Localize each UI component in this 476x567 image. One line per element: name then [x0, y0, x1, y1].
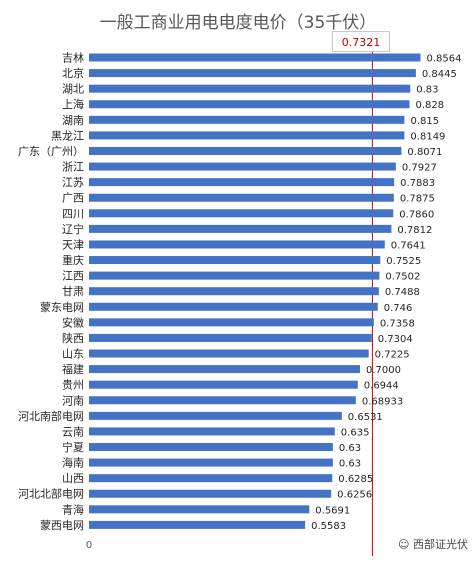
value-label: 0.68933	[362, 396, 403, 407]
category-label: 浙江	[62, 161, 84, 174]
bar	[89, 489, 332, 498]
value-label: 0.8564	[427, 54, 462, 65]
value-label: 0.8071	[407, 147, 442, 158]
bar	[89, 365, 360, 374]
category-label: 河北南部电网	[18, 409, 84, 423]
category-label: 重庆	[62, 253, 84, 267]
bar	[89, 287, 379, 296]
category-label: 海南	[62, 456, 84, 470]
bar	[89, 224, 392, 233]
bar	[89, 474, 333, 483]
bar	[89, 115, 405, 124]
value-label: 0.7488	[385, 287, 420, 298]
bar	[89, 380, 358, 389]
value-label: 0.6944	[364, 381, 399, 392]
category-label: 青海	[62, 502, 84, 516]
bar	[89, 193, 394, 202]
bar	[89, 69, 416, 78]
value-label: 0.7875	[400, 194, 435, 205]
bar	[89, 178, 395, 187]
bar	[89, 162, 396, 171]
value-label: 0.7860	[399, 209, 434, 220]
category-label: 天津	[62, 238, 84, 251]
bar	[89, 520, 306, 529]
bar	[89, 131, 405, 140]
value-label: 0.815	[410, 116, 439, 127]
value-label: 0.7883	[400, 178, 435, 189]
category-label: 河北北部电网	[18, 487, 84, 501]
category-label: 山东	[62, 348, 84, 361]
bar	[89, 209, 394, 218]
value-label: 0.7225	[375, 350, 410, 361]
value-label: 0.63	[339, 459, 361, 470]
bar	[89, 271, 380, 280]
value-label: 0.83	[416, 85, 438, 96]
bar	[89, 84, 411, 93]
value-label: 0.746	[384, 303, 413, 314]
value-label: 0.7000	[366, 365, 401, 376]
bar	[89, 53, 421, 62]
category-label: 广东（广州）	[18, 145, 84, 158]
category-label: 黑龙江	[51, 129, 84, 142]
category-label: 云南	[62, 425, 84, 438]
category-label: 蒙东电网	[40, 301, 84, 314]
value-label: 0.5583	[311, 521, 346, 532]
bar	[89, 302, 378, 311]
category-label: 宁夏	[62, 440, 84, 454]
bar	[89, 100, 410, 109]
bar	[89, 458, 333, 467]
value-label: 0.5691	[315, 505, 350, 516]
category-label: 陕西	[62, 331, 84, 345]
bar	[89, 443, 333, 451]
category-label: 江西	[62, 270, 84, 283]
value-label: 0.7927	[402, 163, 437, 174]
bar	[89, 333, 372, 342]
chart-title: 一般工商业用电电度电价（35千伏）	[99, 13, 377, 33]
bar	[89, 411, 342, 420]
bar	[89, 146, 402, 155]
bar	[89, 256, 381, 265]
category-label: 湖北	[62, 83, 84, 96]
value-label: 0.8445	[422, 69, 457, 80]
value-label: 0.7812	[397, 225, 432, 236]
bar	[89, 396, 356, 405]
bar	[89, 240, 385, 249]
value-label: 0.7304	[378, 334, 413, 345]
value-label: 0.828	[416, 100, 445, 111]
category-label: 河南	[62, 394, 84, 407]
bar	[89, 318, 374, 327]
category-label: 江苏	[62, 176, 84, 189]
value-label: 0.8149	[410, 131, 445, 142]
category-label: 甘肃	[62, 285, 84, 298]
category-label: 广西	[62, 192, 84, 205]
category-label: 蒙西电网	[40, 519, 84, 532]
value-label: 0.7358	[380, 318, 415, 329]
value-label: 0.63	[339, 443, 361, 454]
category-label: 四川	[62, 207, 84, 220]
value-label: 0.6531	[348, 412, 383, 423]
category-label: 福建	[62, 362, 84, 376]
value-label: 0.7641	[391, 240, 426, 251]
category-label: 安徽	[62, 315, 84, 329]
category-label: 山西	[62, 472, 84, 485]
watermark: ☺ 西部证光伏	[396, 535, 470, 553]
category-label: 北京	[62, 66, 84, 80]
value-label: 0.635	[341, 427, 370, 438]
category-label: 辽宁	[62, 222, 84, 236]
x-tick-label: 0	[86, 540, 92, 551]
category-label: 湖南	[62, 114, 84, 127]
category-label: 上海	[62, 97, 84, 111]
value-label: 0.7525	[386, 256, 421, 267]
bar	[89, 427, 335, 436]
reference-line-label: 0.7321	[332, 31, 390, 52]
bar	[89, 505, 310, 514]
category-label: 贵州	[62, 379, 84, 392]
value-label: 0.7502	[385, 272, 420, 283]
value-label: 0.6285	[338, 474, 373, 485]
bar	[89, 349, 369, 358]
value-label: 0.6256	[337, 490, 372, 501]
category-label: 吉林	[62, 51, 84, 65]
